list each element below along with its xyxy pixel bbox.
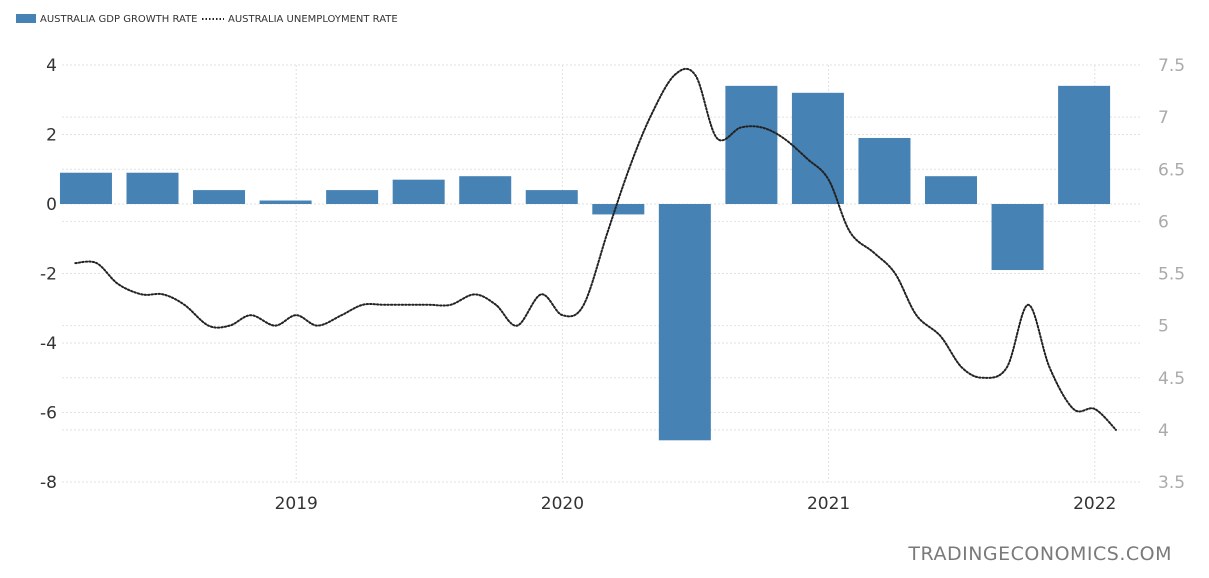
left-tick-label-2: 0 [46,195,57,215]
x-tick-label-0: 2019 [275,494,318,514]
x-axis-ticks: 2019 2020 2021 2022 [275,494,1117,514]
x-tick-label-3: 2022 [1073,494,1116,514]
gdp-bar-4[interactable] [326,190,379,204]
grid [62,64,1140,483]
gdp-bar-7[interactable] [525,190,578,204]
gdp-bar-11[interactable] [791,92,844,204]
gdp-bar-6[interactable] [459,176,512,204]
left-tick-label-4: -4 [40,334,57,354]
right-tick-label-8: 3.5 [1158,473,1185,493]
gdp-bar-14[interactable] [991,204,1044,271]
unemployment-line[interactable] [74,67,1117,431]
gdp-bar-9[interactable] [658,204,711,441]
gdp-bar-2[interactable] [193,190,246,204]
right-tick-label-4: 5.5 [1158,265,1185,285]
right-axis-ticks: 7.5 7 6.5 6 5.5 5 4.5 4 3.5 [1158,56,1185,493]
legend-label-gdp: AUSTRALIA GDP GROWTH RATE [40,14,198,25]
left-tick-label-5: -6 [40,404,57,424]
legend: AUSTRALIA GDP GROWTH RATE AUSTRALIA UNEM… [16,14,398,25]
x-tick-label-1: 2020 [541,494,584,514]
gdp-bar-5[interactable] [392,179,445,204]
watermark: TRADINGECONOMICS.COM [907,543,1172,565]
legend-entry-unemployment[interactable]: AUSTRALIA UNEMPLOYMENT RATE [202,14,398,25]
right-tick-label-7: 4 [1158,421,1169,441]
right-tick-label-1: 7 [1158,108,1169,128]
right-tick-label-0: 7.5 [1158,56,1185,76]
legend-entry-gdp[interactable]: AUSTRALIA GDP GROWTH RATE [16,14,198,25]
left-tick-label-0: 4 [46,56,57,76]
unemployment-line-layer [74,67,1117,431]
legend-label-unemployment: AUSTRALIA UNEMPLOYMENT RATE [228,14,398,25]
left-tick-label-6: -8 [40,473,57,493]
right-tick-label-6: 4.5 [1158,369,1185,389]
left-tick-label-1: 2 [46,126,57,146]
right-tick-label-5: 5 [1158,317,1169,337]
right-tick-label-3: 6 [1158,212,1169,232]
gdp-bar-0[interactable] [59,172,112,204]
right-tick-label-2: 6.5 [1158,160,1185,180]
gdp-bar-15[interactable] [1058,85,1111,204]
gdp-bar-12[interactable] [858,137,911,204]
gdp-bar-3[interactable] [259,200,312,204]
left-tick-label-3: -2 [40,265,57,285]
left-axis-ticks: 4 2 0 -2 -4 -6 -8 [40,56,57,493]
gdp-bar-13[interactable] [925,176,978,204]
gdp-bars [59,85,1111,441]
gdp-bar-1[interactable] [126,172,179,204]
legend-swatch-gdp [16,14,36,23]
x-tick-label-2: 2021 [807,494,850,514]
gdp-bar-10[interactable] [725,85,778,204]
gdp-bar-8[interactable] [592,204,645,215]
